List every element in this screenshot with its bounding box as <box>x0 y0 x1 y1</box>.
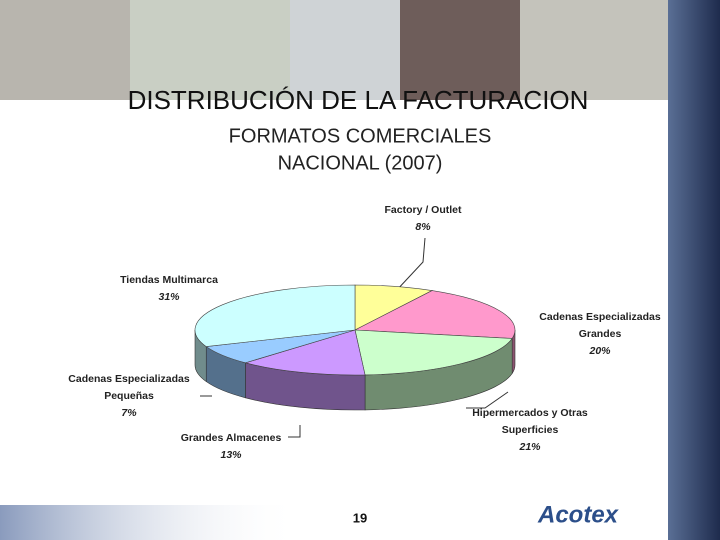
pie-slice <box>244 329 366 376</box>
label-name: Factory / Outlet <box>384 204 462 216</box>
pie <box>194 284 516 411</box>
leader-lines <box>200 237 509 438</box>
banner-photo <box>0 0 130 100</box>
slice-label: Hipermercados y Otras Superficies 21% <box>464 405 596 456</box>
page-number: 19 <box>353 510 367 525</box>
label-value: 8% <box>415 221 431 233</box>
leader-line <box>394 237 426 293</box>
pie-slice <box>354 329 513 376</box>
label-value: 13% <box>220 449 242 461</box>
label-value: 20% <box>589 345 611 357</box>
slice-label: Grandes Almacenes 13% <box>166 430 296 464</box>
label-name: Cadenas Especializadas Grandes <box>539 311 661 340</box>
label-value: 21% <box>519 441 541 453</box>
footer-band <box>0 505 300 540</box>
slice-label: Tiendas Multimarca 31% <box>104 272 234 306</box>
label-value: 31% <box>158 291 180 303</box>
pie-slice <box>353 290 516 339</box>
side-bar <box>668 0 720 540</box>
slice-label: Cadenas Especializadas Grandes 20% <box>535 309 665 360</box>
banner-photo <box>400 0 520 100</box>
label-value: 7% <box>121 407 137 419</box>
banner-photo <box>520 0 670 100</box>
label-name: Hipermercados y Otras Superficies <box>472 407 588 436</box>
chart-subtitle: NACIONAL (2007) <box>278 152 443 174</box>
chart-title: DISTRIBUCIÓN DE LA FACTURACION <box>128 85 589 115</box>
leader-line <box>466 391 509 409</box>
logo: Acotex <box>537 501 620 528</box>
leader-line <box>288 425 301 438</box>
slice-label: Factory / Outlet 8% <box>358 202 488 236</box>
pie-slice <box>194 284 356 347</box>
chart-subtitle: FORMATOS COMERCIALES <box>229 125 492 147</box>
label-name: Tiendas Multimarca <box>120 274 218 286</box>
label-name: Cadenas Especializadas Pequeñas <box>68 373 190 402</box>
banner-photo <box>130 0 290 100</box>
label-name: Grandes Almacenes <box>180 432 282 444</box>
banner-photo <box>290 0 400 100</box>
slice-label: Cadenas Especializadas Pequeñas 7% <box>62 371 196 422</box>
